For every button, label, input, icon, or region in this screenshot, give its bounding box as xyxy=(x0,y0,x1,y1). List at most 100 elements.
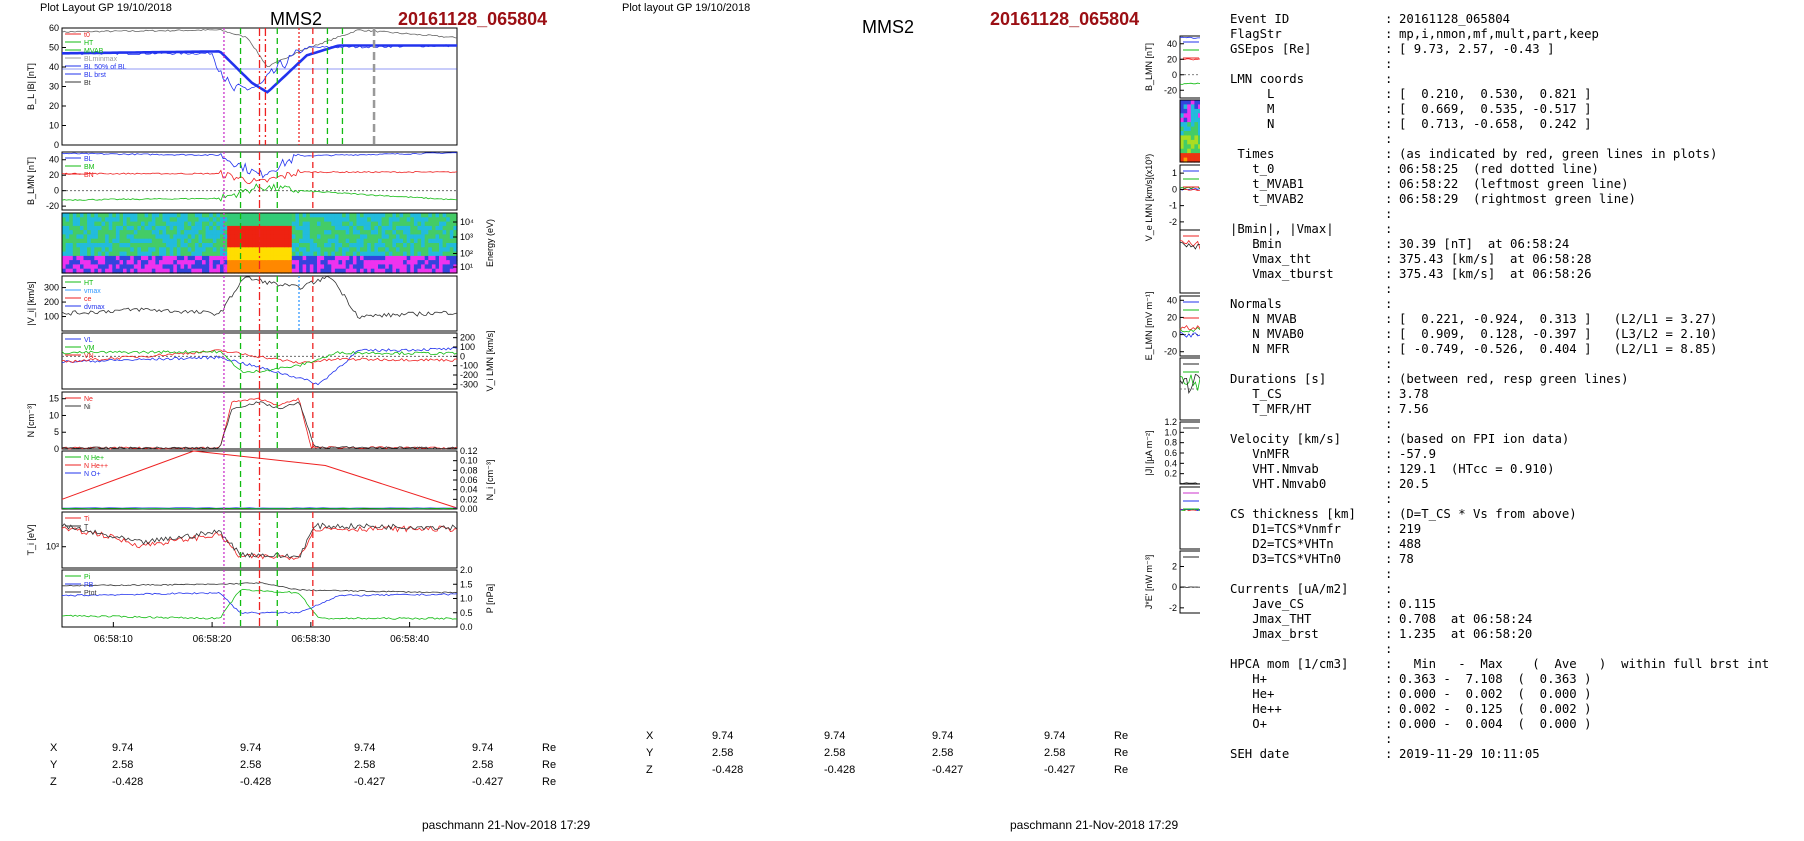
heatmap-cell xyxy=(94,221,99,227)
info-row: Times: (as indicated by red, green lines … xyxy=(1230,147,1800,162)
heatmap-cell xyxy=(392,243,397,248)
heatmap-cell xyxy=(453,213,458,218)
heatmap-cell xyxy=(345,225,350,231)
axis-title: |V_i| [km/s] xyxy=(26,281,36,325)
heatmap-cell xyxy=(302,268,307,274)
info-colon: : xyxy=(1385,432,1393,446)
info-colon: : xyxy=(1385,687,1393,701)
heatmap-cell xyxy=(176,268,182,274)
heatmap-cell xyxy=(141,234,146,240)
heatmap-cell xyxy=(1190,113,1195,119)
heatmap-cell xyxy=(406,234,411,240)
heatmap-cell xyxy=(385,221,390,227)
info-colon: : xyxy=(1385,312,1393,326)
heatmap-cell xyxy=(295,225,300,231)
heatmap-cell xyxy=(442,264,447,270)
heatmap-cell xyxy=(198,234,203,240)
heatmap-cell xyxy=(291,221,296,227)
info-value xyxy=(1399,642,1800,657)
info-value xyxy=(1399,57,1800,72)
coord-cell: 2.58 xyxy=(712,747,734,759)
heatmap-cell xyxy=(435,213,440,218)
heatmap-cell xyxy=(238,217,243,223)
heatmap-cell xyxy=(227,221,232,227)
heatmap-cell xyxy=(324,247,329,253)
heatmap-cell xyxy=(273,243,279,248)
heatmap-cell xyxy=(406,238,411,244)
tick-label: 10⁴ xyxy=(460,217,474,227)
heatmap-cell xyxy=(259,264,264,270)
heatmap-cell xyxy=(223,251,228,257)
heatmap-cell xyxy=(342,247,347,253)
heatmap-cell xyxy=(159,234,164,240)
heatmap-cell xyxy=(435,251,440,257)
heatmap-cell xyxy=(345,234,350,240)
info-row: Durations [s]: (between red, resp green l… xyxy=(1230,372,1800,387)
heatmap-cell xyxy=(1194,117,1199,123)
heatmap-cell xyxy=(392,260,397,265)
info-colon: : xyxy=(1385,342,1393,356)
info-colon: : xyxy=(1385,147,1393,161)
heatmap-cell xyxy=(151,247,156,253)
heatmap-cell xyxy=(367,238,372,244)
heatmap-cell xyxy=(108,247,113,253)
heatmap-cell xyxy=(288,251,293,257)
info-value xyxy=(1399,417,1800,432)
heatmap-cell xyxy=(159,221,164,227)
heatmap-cell xyxy=(424,260,429,265)
heatmap-cell xyxy=(360,260,365,265)
heatmap-cell xyxy=(108,268,113,274)
heatmap-cell xyxy=(173,213,178,218)
heatmap-cell xyxy=(184,251,189,257)
series-line xyxy=(1179,82,1200,85)
heatmap-cell xyxy=(148,260,153,265)
heatmap-cell xyxy=(324,221,329,227)
tick-label: 0 xyxy=(1172,330,1177,340)
info-row: : xyxy=(1230,357,1800,372)
heatmap-cell xyxy=(439,268,444,274)
info-key xyxy=(1230,492,1385,507)
coord-cell: 2.58 xyxy=(1044,747,1066,759)
heatmap-cell xyxy=(403,260,408,265)
info-key: T_CS xyxy=(1230,387,1282,401)
info-value: -57.9 xyxy=(1399,447,1437,461)
heatmap-cell xyxy=(245,268,250,274)
heatmap-cell xyxy=(252,264,257,270)
heatmap-cell xyxy=(83,251,88,257)
info-key: Bmin xyxy=(1230,237,1282,251)
heatmap-cell xyxy=(370,238,375,244)
heatmap-cell xyxy=(209,268,214,274)
heatmap-cell xyxy=(216,221,221,227)
heatmap-cell xyxy=(137,264,142,270)
heatmap-cell xyxy=(245,255,250,261)
heatmap-cell xyxy=(212,251,217,257)
heatmap-cell xyxy=(306,238,311,244)
heatmap-cell xyxy=(406,213,411,218)
heatmap-cell xyxy=(191,234,196,240)
heatmap-cell xyxy=(227,247,232,253)
heatmap-cell xyxy=(378,247,383,253)
heatmap-cell xyxy=(205,251,210,257)
coord-cell: 9.74 xyxy=(112,742,134,754)
info-colon: : xyxy=(1385,27,1393,41)
heatmap-cell xyxy=(184,243,189,248)
heatmap-cell xyxy=(1198,117,1200,123)
heatmap-cell xyxy=(234,230,239,235)
heatmap-cell xyxy=(295,260,300,265)
heatmap-cell xyxy=(352,247,358,253)
heatmap-cell xyxy=(281,268,286,274)
heatmap-cell xyxy=(291,217,296,223)
heatmap-cell xyxy=(396,260,401,265)
heatmap-cell xyxy=(220,243,225,248)
heatmap-cell xyxy=(421,243,426,248)
heatmap-cell xyxy=(166,264,171,270)
heatmap-cell xyxy=(191,230,196,235)
info-value: [ 9.73, 2.57, -0.43 ] xyxy=(1399,42,1555,56)
heatmap-cell xyxy=(90,255,95,261)
heatmap-cell xyxy=(277,221,282,227)
heatmap-cell xyxy=(1183,131,1188,136)
heatmap-cell xyxy=(291,230,296,235)
heatmap-cell xyxy=(65,221,70,227)
heatmap-cell xyxy=(428,238,433,244)
heatmap-cell xyxy=(212,264,217,270)
